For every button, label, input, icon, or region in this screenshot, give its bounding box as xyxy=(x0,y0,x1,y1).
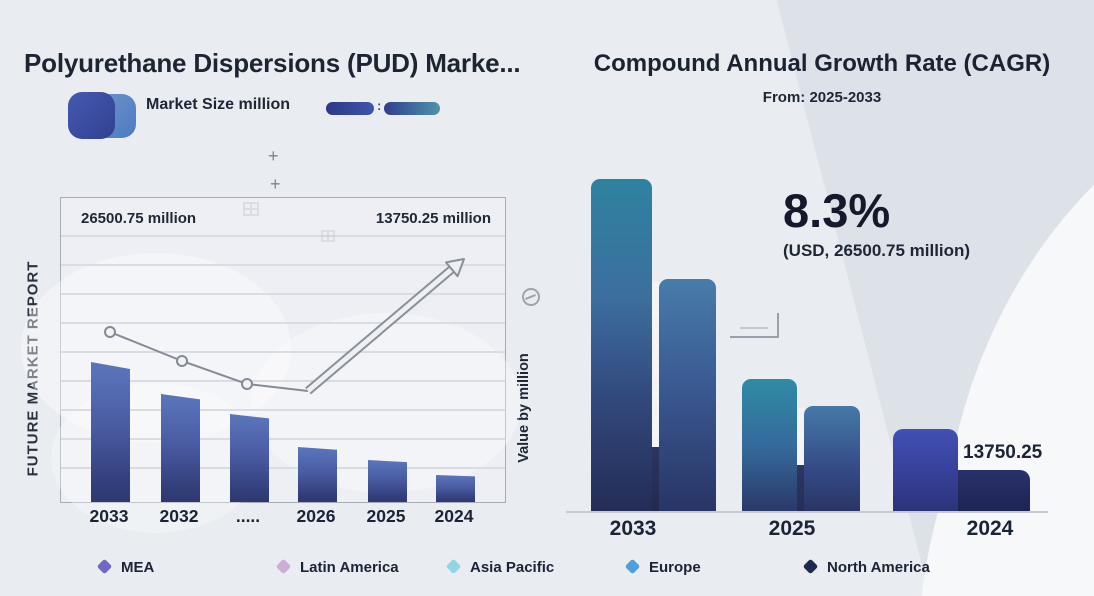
circled-minus-icon xyxy=(522,288,540,306)
market-size-legend-label: Market Size million xyxy=(146,96,291,113)
bar-dots xyxy=(230,414,269,502)
left-chart-title: Polyurethane Dispersions (PUD) Marke... xyxy=(24,48,521,78)
gridline xyxy=(61,380,505,382)
legend-label: Asia Pacific xyxy=(470,559,555,576)
teal-pill-icon xyxy=(384,102,440,115)
left-x-label: 2024 xyxy=(434,506,474,526)
end-value-label: 13750.25 million xyxy=(375,210,491,227)
left-x-label: ..... xyxy=(235,506,261,526)
hex-icon-dark-part xyxy=(68,92,115,139)
bar-2024 xyxy=(436,475,475,502)
gridline xyxy=(61,293,505,295)
bar-value-label: 13750.25 xyxy=(963,442,1043,463)
cloud-watermark xyxy=(21,253,291,443)
diamond-icon xyxy=(624,558,641,575)
cagr-detail: (USD, 26500.75 million) xyxy=(783,241,971,260)
right-x-label: 2024 xyxy=(966,517,1014,540)
cagr-bar-2024-primary xyxy=(893,429,958,513)
market-size-chart: 26500.75 million 13750.25 million xyxy=(21,197,521,533)
cagr-title: Compound Annual Growth Rate (CAGR) xyxy=(593,50,1051,77)
step-line-decoration xyxy=(730,313,779,338)
start-value-label: 26500.75 million xyxy=(81,210,197,227)
right-x-label: 2033 xyxy=(609,517,657,540)
left-x-label: 2026 xyxy=(296,506,336,526)
cagr-subtitle: From: 2025-2033 xyxy=(762,89,882,106)
legend-label: North America xyxy=(827,559,930,576)
bar-notch xyxy=(797,408,804,465)
legend-label: Latin America xyxy=(300,559,399,576)
cagr-bar-2024-secondary xyxy=(956,470,1030,513)
bar-2032 xyxy=(161,394,200,502)
grid-watermark-icon xyxy=(243,202,259,216)
bar-gap-fill xyxy=(652,447,659,511)
market-size-icon xyxy=(68,92,136,139)
cagr-bar-2025-secondary xyxy=(804,406,860,513)
legend-label: MEA xyxy=(121,559,155,576)
dark-pill-icon xyxy=(326,102,374,115)
cagr-baseline xyxy=(566,511,1048,513)
diamond-icon xyxy=(802,558,819,575)
left-x-label: 2025 xyxy=(366,506,406,526)
left-x-label: 2033 xyxy=(89,506,129,526)
diamond-icon xyxy=(445,558,462,575)
cagr-bar-2033-secondary xyxy=(659,279,716,513)
plus-icon: + xyxy=(268,146,279,166)
gridline xyxy=(61,438,505,440)
gridline xyxy=(61,322,505,324)
gridline xyxy=(61,467,505,469)
right-x-label: 2025 xyxy=(768,517,816,540)
cagr-percentage: 8.3% xyxy=(783,184,891,237)
gridline xyxy=(61,235,505,237)
bar-2026 xyxy=(298,447,337,502)
pill-separator: : xyxy=(377,98,382,113)
bar-2033 xyxy=(91,362,130,502)
diamond-icon xyxy=(96,558,113,575)
gridline xyxy=(61,409,505,411)
cagr-bar-2025-primary xyxy=(742,379,797,513)
gridline xyxy=(61,351,505,353)
diamond-icon xyxy=(275,558,292,575)
grid-watermark-icon xyxy=(321,230,335,242)
bar-gap-fill xyxy=(797,465,804,511)
cagr-bar-2033-primary xyxy=(591,179,652,513)
left-x-label: 2032 xyxy=(159,506,199,526)
plus-icon: + xyxy=(270,174,281,194)
legend-label: Europe xyxy=(649,559,701,576)
cloud-watermark xyxy=(51,383,261,533)
gridline xyxy=(61,264,505,266)
bar-notch xyxy=(652,282,659,447)
trend-line-arrow xyxy=(104,258,465,395)
bar-2025 xyxy=(368,460,407,502)
